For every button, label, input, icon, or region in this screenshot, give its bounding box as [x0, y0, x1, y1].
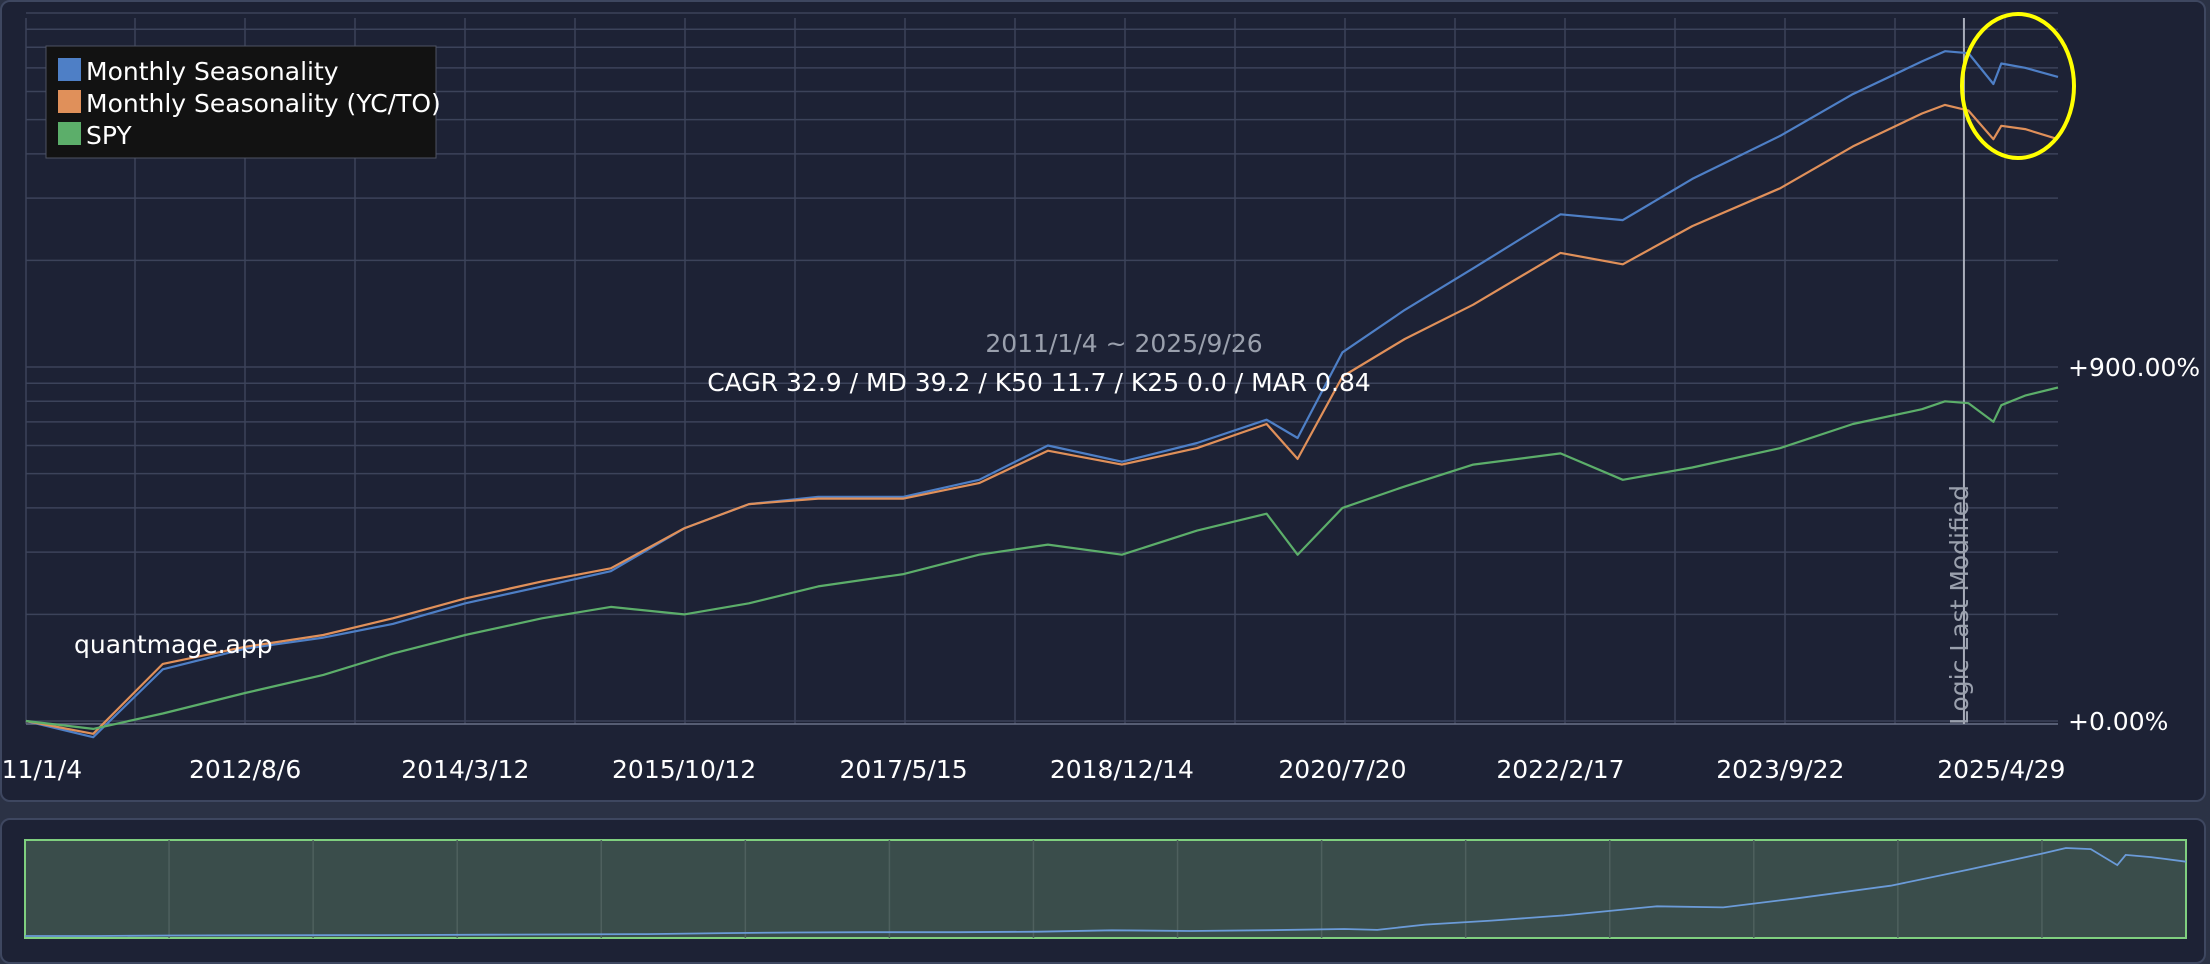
series-line-spy: [25, 386, 2059, 731]
date-range-label: 2011/1/4 ~ 2025/9/26: [985, 329, 1262, 358]
watermark: quantmage.app: [74, 630, 273, 659]
chart-grid: [25, 12, 2058, 725]
legend: Monthly Seasonality Monthly Seasonality …: [45, 45, 441, 159]
stats-label: CAGR 32.9 / MD 39.2 / K50 11.7 / K25 0.0…: [707, 368, 1371, 397]
series-line-monthly-seasonality-yc-to: [25, 103, 2059, 735]
x-tick-label: 2014/3/12: [401, 755, 529, 784]
x-tick-label: 2023/9/22: [1716, 755, 1844, 784]
legend-item-monthly-seasonality[interactable]: Monthly Seasonality: [86, 57, 339, 86]
logic-last-modified-label: Logic Last Modified: [1945, 485, 1974, 725]
range-navigator[interactable]: [24, 839, 2187, 939]
x-tick-label: 2017/5/15: [839, 755, 967, 784]
x-tick-label: 2018/12/14: [1050, 755, 1194, 784]
legend-swatch-monthly-seasonality: [58, 58, 81, 81]
legend-box: [45, 45, 437, 159]
legend-swatch-monthly-seasonality-yc-to: [58, 90, 81, 113]
legend-item-spy[interactable]: SPY: [86, 121, 132, 150]
legend-swatch-spy: [58, 122, 81, 145]
y-tick-label: +900.00%: [2068, 353, 2200, 382]
legend-item-monthly-seasonality-yc-to[interactable]: Monthly Seasonality (YC/TO): [86, 89, 441, 118]
y-tick-label: +0.00%: [2068, 707, 2168, 736]
highlight-circle: [1960, 12, 2076, 160]
x-tick-label: 2012/8/6: [189, 755, 301, 784]
navigator-selection[interactable]: [24, 839, 2187, 939]
chart-series: [25, 50, 2059, 739]
navigator-series-line: [25, 847, 2187, 937]
x-tick-label: 2020/7/20: [1278, 755, 1406, 784]
x-tick-label: 2011/1/4: [0, 755, 82, 784]
x-tick-label: 2025/4/29: [1937, 755, 2065, 784]
series-line-monthly-seasonality: [25, 50, 2059, 739]
axis-labels: 2011/1/4 2012/8/6 2014/3/12 2015/10/12 2017/…: [0, 353, 2200, 784]
x-tick-label: 2015/10/12: [612, 755, 756, 784]
x-tick-label: 2022/2/17: [1496, 755, 1624, 784]
